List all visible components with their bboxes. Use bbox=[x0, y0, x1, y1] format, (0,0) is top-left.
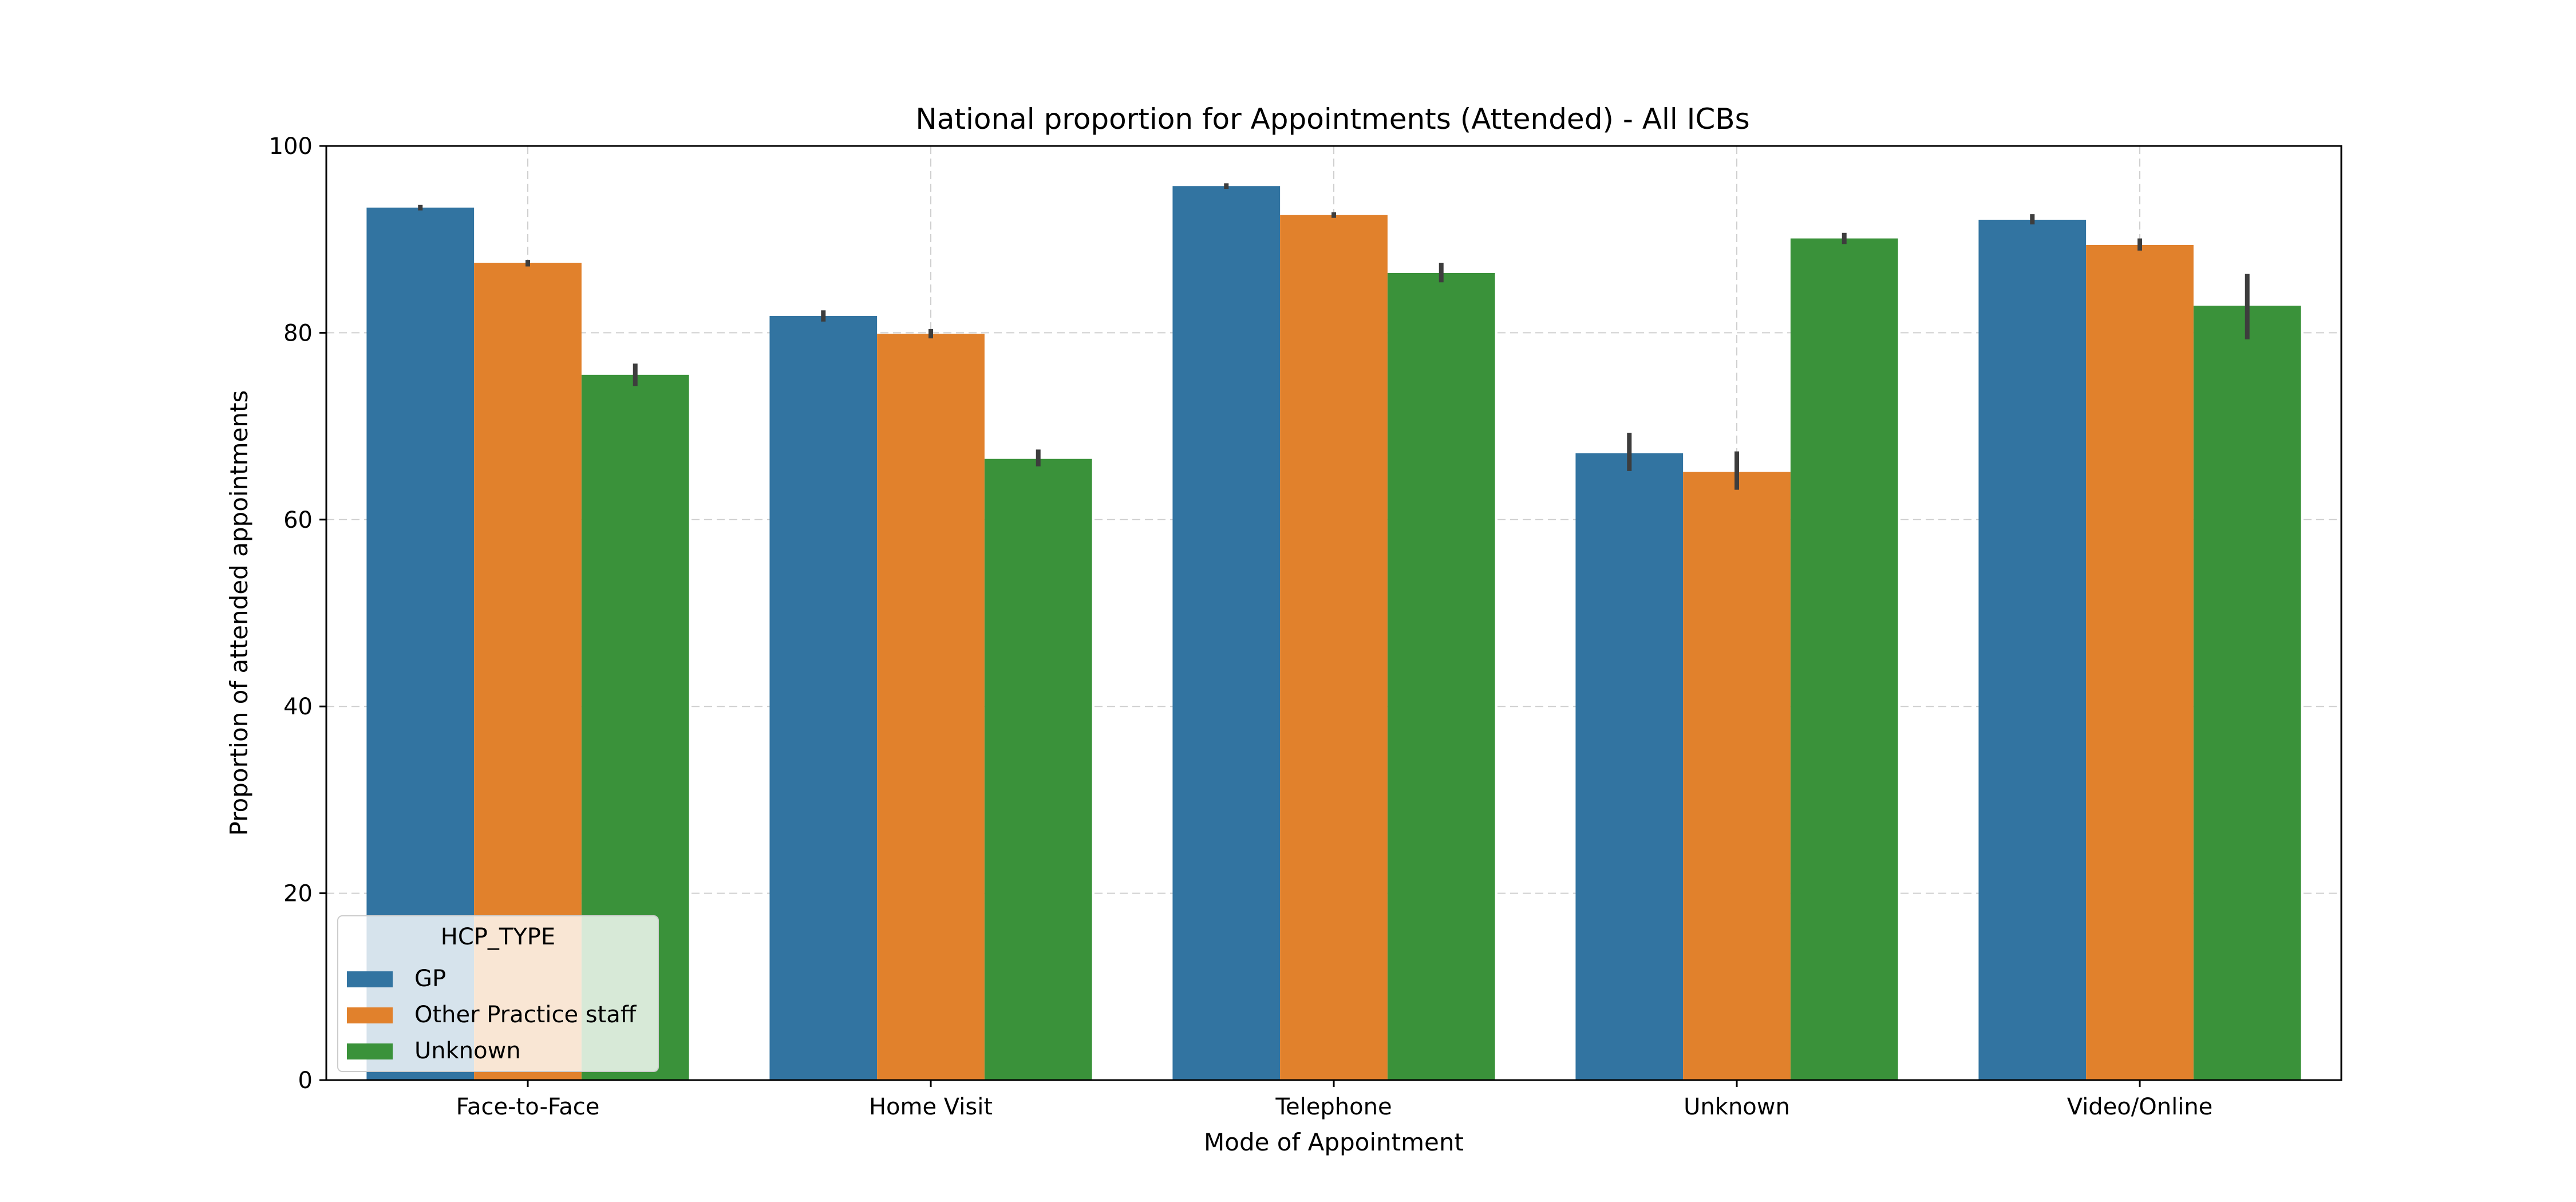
legend: HCP_TYPE GP Other Practice staff Unknown bbox=[337, 915, 659, 1072]
error-bars bbox=[418, 183, 2250, 490]
legend-entry: GP bbox=[414, 966, 446, 992]
bar bbox=[877, 334, 985, 1080]
y-tick-label: 40 bbox=[283, 694, 313, 720]
bar bbox=[1790, 238, 1898, 1080]
chart-title: National proportion for Appointments (At… bbox=[915, 102, 1749, 136]
x-tick-label: Home Visit bbox=[869, 1094, 993, 1120]
legend-swatch bbox=[347, 1043, 393, 1059]
x-axis-label: Mode of Appointment bbox=[1204, 1128, 1464, 1156]
y-tick-label: 80 bbox=[283, 320, 313, 346]
legend-box bbox=[337, 915, 659, 1072]
legend-swatch bbox=[347, 1007, 393, 1023]
y-axis-label: Proportion of attended appointments bbox=[225, 390, 253, 836]
bar bbox=[2193, 306, 2301, 1080]
x-tick-label: Unknown bbox=[1684, 1094, 1790, 1120]
bar bbox=[1280, 215, 1388, 1080]
x-tick-label: Video/Online bbox=[2067, 1094, 2213, 1120]
bar bbox=[1172, 186, 1281, 1080]
legend-entry: Unknown bbox=[414, 1038, 521, 1064]
bar bbox=[984, 458, 1092, 1080]
y-axis-ticks: 0 20 40 60 80 100 bbox=[269, 133, 326, 1094]
x-tick-label: Face-to-Face bbox=[456, 1094, 600, 1120]
x-tick-label: Telephone bbox=[1275, 1094, 1392, 1120]
x-axis-ticks: Face-to-Face Home Visit Telephone Unknown Vi… bbox=[456, 1080, 2213, 1120]
bar bbox=[1978, 219, 2087, 1081]
y-tick-label: 100 bbox=[269, 133, 313, 160]
legend-entry: Other Practice staff bbox=[414, 1002, 637, 1028]
bar bbox=[1387, 272, 1495, 1080]
y-tick-label: 20 bbox=[283, 881, 313, 907]
legend-swatch bbox=[347, 971, 393, 987]
bar bbox=[769, 316, 878, 1081]
y-tick-label: 60 bbox=[283, 507, 313, 533]
bar bbox=[1683, 472, 1791, 1080]
y-tick-label: 0 bbox=[298, 1067, 313, 1094]
legend-title: HCP_TYPE bbox=[441, 924, 555, 950]
bar bbox=[1575, 453, 1684, 1080]
bar bbox=[2086, 244, 2194, 1081]
